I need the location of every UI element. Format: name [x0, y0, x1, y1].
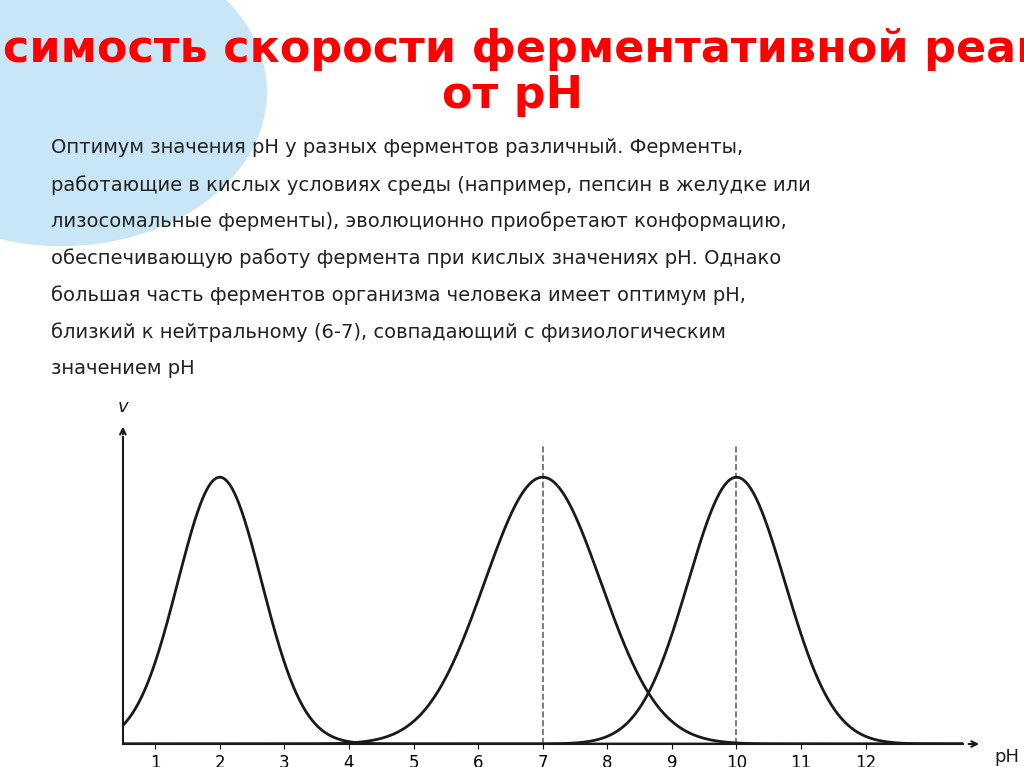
Text: v: v	[118, 398, 128, 416]
Text: работающие в кислых условиях среды (например, пепсин в желудке или: работающие в кислых условиях среды (напр…	[51, 175, 811, 195]
Text: Зависимость скорости ферментативной реакции: Зависимость скорости ферментативной реак…	[0, 28, 1024, 71]
Text: лизосомальные ферменты), эволюционно приобретают конформацию,: лизосомальные ферменты), эволюционно при…	[51, 212, 787, 232]
Text: близкий к нейтральному (6-7), совпадающий с физиологическим: близкий к нейтральному (6-7), совпадающи…	[51, 322, 726, 342]
Text: от pH: от pH	[441, 74, 583, 117]
Text: Оптимум значения рН у разных ферментов различный. Ферменты,: Оптимум значения рН у разных ферментов р…	[51, 138, 743, 157]
Text: обеспечивающую работу фермента при кислых значениях рН. Однако: обеспечивающую работу фермента при кислы…	[51, 249, 781, 268]
Text: pH: pH	[995, 749, 1020, 766]
Text: большая часть ферментов организма человека имеет оптимум рН,: большая часть ферментов организма челове…	[51, 285, 746, 305]
Text: значением рН: значением рН	[51, 359, 195, 378]
